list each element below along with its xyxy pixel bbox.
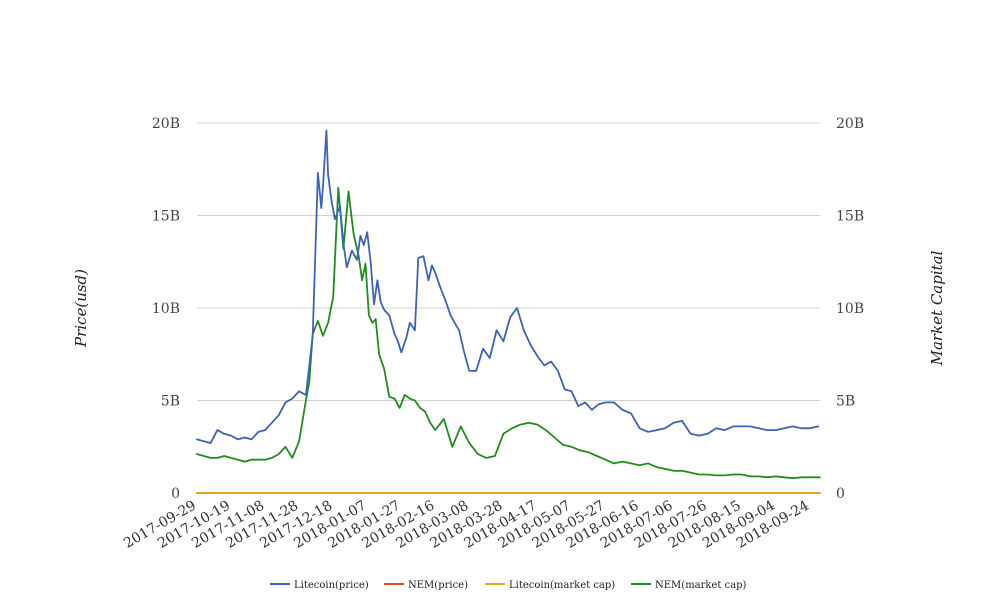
legend-label: Litecoin(market cap): [509, 580, 615, 591]
y-tick-label-left: 5B: [161, 394, 180, 410]
legend-label: NEM(price): [408, 580, 468, 591]
y-tick-label-right: 10B: [836, 301, 864, 317]
y-tick-label-left: 20B: [152, 116, 180, 132]
y-tick-label-right: 15B: [836, 209, 864, 225]
y-axis-right-title: Market Capital: [928, 250, 946, 366]
y-tick-label-left: 15B: [152, 209, 180, 225]
legend-item: NEM(market cap): [631, 580, 747, 591]
legend: Litecoin(price) NEM(price) Litecoin(market…: [270, 580, 747, 591]
y-tick-label-right: 20B: [836, 116, 864, 132]
legend-item: Litecoin(price): [270, 580, 369, 591]
legend-label: Litecoin(price): [294, 580, 369, 591]
series-layer: [196, 129, 821, 494]
y-axis-left-ticks: 0 5B 10B 15B 20B: [152, 116, 180, 502]
y-axis-left-title: Price(usd): [72, 269, 90, 348]
y-tick-label-right: 5B: [836, 394, 855, 410]
legend-item: Litecoin(market cap): [485, 580, 615, 591]
y-axis-right-ticks: 0 5B 10B 15B 20B: [836, 116, 864, 502]
legend-label: NEM(market cap): [655, 580, 747, 591]
series-line-litecoin-price: [196, 129, 820, 445]
series-line-nem-market-cap: [196, 186, 821, 480]
gridlines: [197, 122, 820, 494]
y-tick-label-left: 0: [171, 486, 180, 502]
x-axis-ticks: 2017-09-292017-10-192017-11-082017-11-28…: [121, 498, 812, 552]
legend-item: NEM(price): [384, 580, 468, 591]
y-tick-label-left: 10B: [152, 301, 180, 317]
y-tick-label-right: 0: [836, 486, 845, 502]
